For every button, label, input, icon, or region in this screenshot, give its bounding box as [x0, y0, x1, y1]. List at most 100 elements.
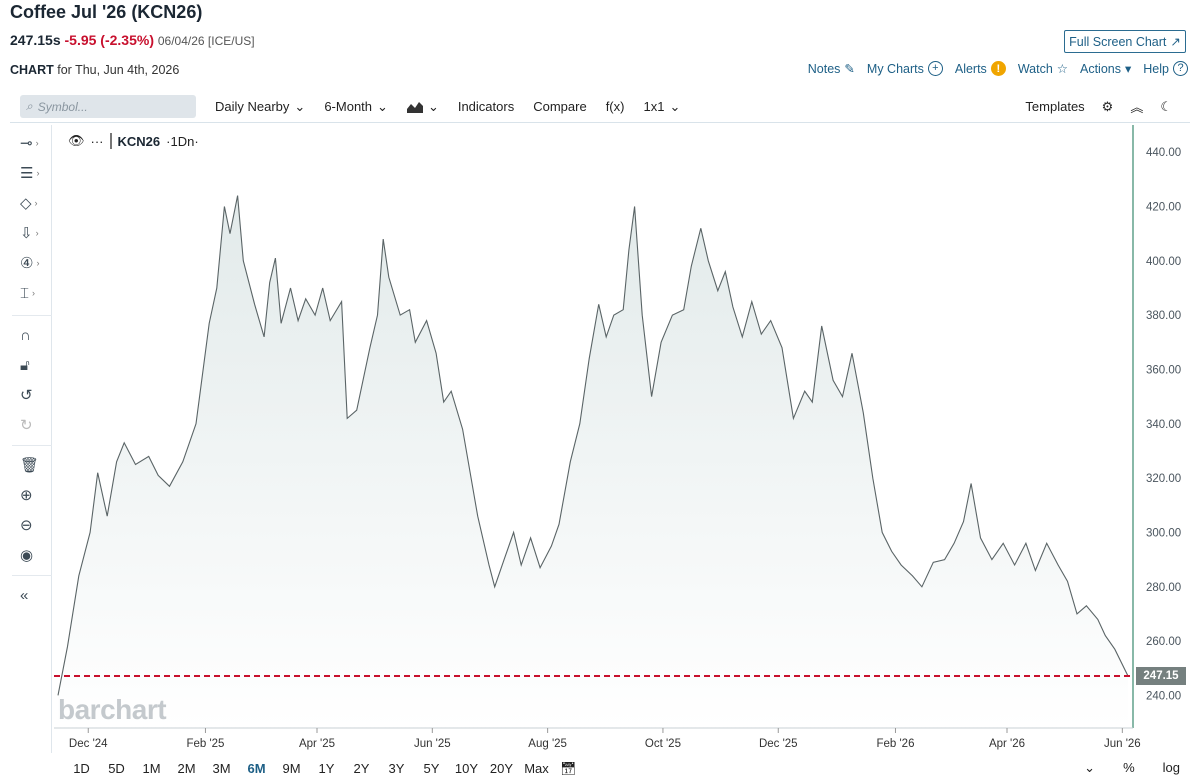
more-icon[interactable]: ···	[90, 133, 104, 149]
collapse-icon[interactable]: ︽	[1130, 100, 1144, 115]
line-tool[interactable]: ⊸ ›	[20, 135, 39, 152]
redo-tool[interactable]: ↻	[20, 413, 54, 437]
notes-button[interactable]: Notes ✎	[808, 61, 855, 77]
count-tool[interactable]: ④ ›	[20, 255, 40, 272]
lock-tool[interactable]: 🔓︎	[20, 353, 54, 377]
eye-icon[interactable]: 👁︎	[68, 133, 85, 148]
percent-toggle[interactable]: %	[1123, 760, 1135, 775]
x-tick-label: Oct '25	[645, 738, 681, 750]
visibility-tool[interactable]: ◉	[20, 543, 54, 567]
magnet-icon: ∩	[20, 326, 31, 344]
y-tick-label: 340.00	[1146, 419, 1181, 431]
period-3y[interactable]: 3Y	[388, 761, 405, 776]
functions-button[interactable]: f(x)	[605, 99, 625, 114]
period-max[interactable]: Max	[524, 761, 549, 776]
measure-icon: ⌶	[20, 284, 30, 302]
period-dropdown[interactable]: 6-Month ⌄	[324, 99, 388, 115]
zoom-out-tool[interactable]: ⊖	[20, 513, 54, 537]
chevron-down-icon: ⌄	[294, 98, 306, 114]
y-tick-label: 360.00	[1146, 364, 1181, 376]
layout-dropdown[interactable]: 1x1 ⌄	[643, 99, 680, 115]
x-tick-label: Apr '26	[989, 738, 1025, 750]
period-5d[interactable]: 5D	[108, 761, 125, 776]
dark-mode-icon[interactable]: ☾	[1160, 98, 1172, 114]
eye-icon: ◉	[20, 547, 34, 564]
alerts-button[interactable]: Alerts !	[955, 61, 1006, 76]
last-price-tag: 247.15	[1136, 666, 1186, 685]
measure-tool[interactable]: ⌶ ›	[20, 284, 36, 302]
chart-type-dropdown[interactable]: ⌄	[406, 98, 439, 115]
chevron-down-icon: ⌄	[669, 98, 681, 114]
undo-tool[interactable]: ↺	[20, 383, 54, 407]
arrow-tool[interactable]: ⇩ ›	[20, 225, 39, 242]
my-charts-button[interactable]: My Charts +	[867, 61, 943, 76]
last-price: 247.15s	[10, 32, 61, 48]
price-line	[57, 195, 1129, 696]
alerts-label: Alerts	[954, 61, 987, 76]
redo-icon: ↻	[20, 417, 33, 434]
chevron-down-icon: ⌄	[427, 98, 439, 114]
period-10y[interactable]: 10Y	[454, 761, 479, 776]
actions-label: Actions	[1080, 61, 1121, 76]
period-1y[interactable]: 1Y	[318, 761, 335, 776]
period-6m[interactable]: 6M	[247, 761, 266, 776]
series-legend: 👁︎ ··· KCN26 ·1Dn·	[68, 133, 199, 149]
x-tick-label: Jun '25	[414, 738, 451, 750]
period-9m[interactable]: 9M	[282, 761, 301, 776]
delete-tool[interactable]: 🗑︎	[20, 453, 54, 477]
area-chart-icon	[406, 101, 423, 113]
magnet-tool[interactable]: ∩	[20, 323, 54, 347]
y-tick-label: 420.00	[1146, 201, 1181, 213]
y-tick-label: 380.00	[1146, 310, 1181, 322]
symbol-search-input[interactable]: ⌕ Symbol...	[20, 95, 196, 118]
fib-tool[interactable]: ☰ ›	[20, 165, 40, 182]
price-change: -5.95 (-2.35%)	[64, 32, 154, 48]
chart-for-date: for Thu, Jun 4th, 2026	[57, 63, 180, 77]
log-toggle[interactable]: log	[1162, 760, 1180, 775]
expand-icon[interactable]: ⌄	[1084, 760, 1096, 775]
aggregation-dropdown[interactable]: Daily Nearby ⌄	[215, 99, 305, 115]
zoom-in-tool[interactable]: ⊕	[20, 483, 54, 507]
period-label: 6-Month	[324, 99, 373, 114]
page-title: Coffee Jul '26 (KCN26)	[10, 2, 203, 22]
drawing-tools-sidebar: ⊸ › ☰ › ◇ › ⇩ › ④ › ⌶ › ∩ 🔓︎ ↺ ↻ 🗑︎ ⊕ ⊖ ◉ «	[10, 125, 52, 753]
actions-menu[interactable]: Actions ▾	[1080, 61, 1132, 77]
templates-button[interactable]: Templates	[1025, 99, 1085, 114]
watch-label: Watch	[1017, 61, 1053, 76]
shape-tool[interactable]: ◇ ›	[20, 195, 38, 212]
fib-tool-icon: ☰	[20, 165, 34, 182]
chart-date-label: CHART for Thu, Jun 4th, 2026	[10, 63, 179, 77]
calendar-icon[interactable]: 📅︎	[560, 760, 577, 776]
y-tick-label: 320.00	[1146, 473, 1181, 485]
period-2m[interactable]: 2M	[177, 761, 196, 776]
search-icon: ⌕	[26, 99, 33, 113]
period-1d[interactable]: 1D	[73, 761, 90, 776]
gear-icon[interactable]: ⚙	[1101, 98, 1114, 114]
x-tick-label: Dec '24	[69, 738, 108, 750]
x-tick-label: Dec '25	[759, 738, 798, 750]
y-tick-label: 440.00	[1146, 147, 1181, 159]
y-tick-label: 240.00	[1146, 690, 1181, 702]
watch-button[interactable]: Watch ☆	[1017, 61, 1068, 77]
y-tick-label: 260.00	[1146, 636, 1181, 648]
period-2y[interactable]: 2Y	[353, 761, 370, 776]
barchart-logo: barchart	[58, 694, 167, 725]
indicators-button[interactable]: Indicators	[457, 99, 515, 114]
collapse-sidebar-button[interactable]: «	[20, 583, 54, 607]
chevron-down-icon: ⌄	[377, 98, 388, 114]
top-actions: Notes ✎ My Charts + Alerts ! Watch ☆ Act…	[808, 61, 1188, 76]
period-20y[interactable]: 20Y	[489, 761, 514, 776]
help-button[interactable]: Help ?	[1143, 61, 1188, 76]
period-5y[interactable]: 5Y	[423, 761, 440, 776]
period-selector: 1D 5D 1M 2M 3M 6M 9M 1Y 2Y 3Y 5Y 10Y 20Y Max 📅︎ ⌄ % l…	[10, 755, 1190, 782]
period-3m[interactable]: 3M	[212, 761, 231, 776]
caret-down-icon: ▾	[1125, 62, 1132, 76]
x-tick-label: Apr '25	[299, 738, 335, 750]
full-screen-chart-button[interactable]: Full Screen Chart ↗	[1064, 30, 1186, 53]
period-1m[interactable]: 1M	[142, 761, 161, 776]
quote-line: 247.15s -5.95 (-2.35%) 06/04/26 [ICE/US]	[10, 32, 255, 48]
line-tool-icon: ⊸	[20, 135, 33, 152]
compare-button[interactable]: Compare	[533, 99, 587, 114]
full-screen-chart-label: Full Screen Chart	[1069, 34, 1167, 49]
